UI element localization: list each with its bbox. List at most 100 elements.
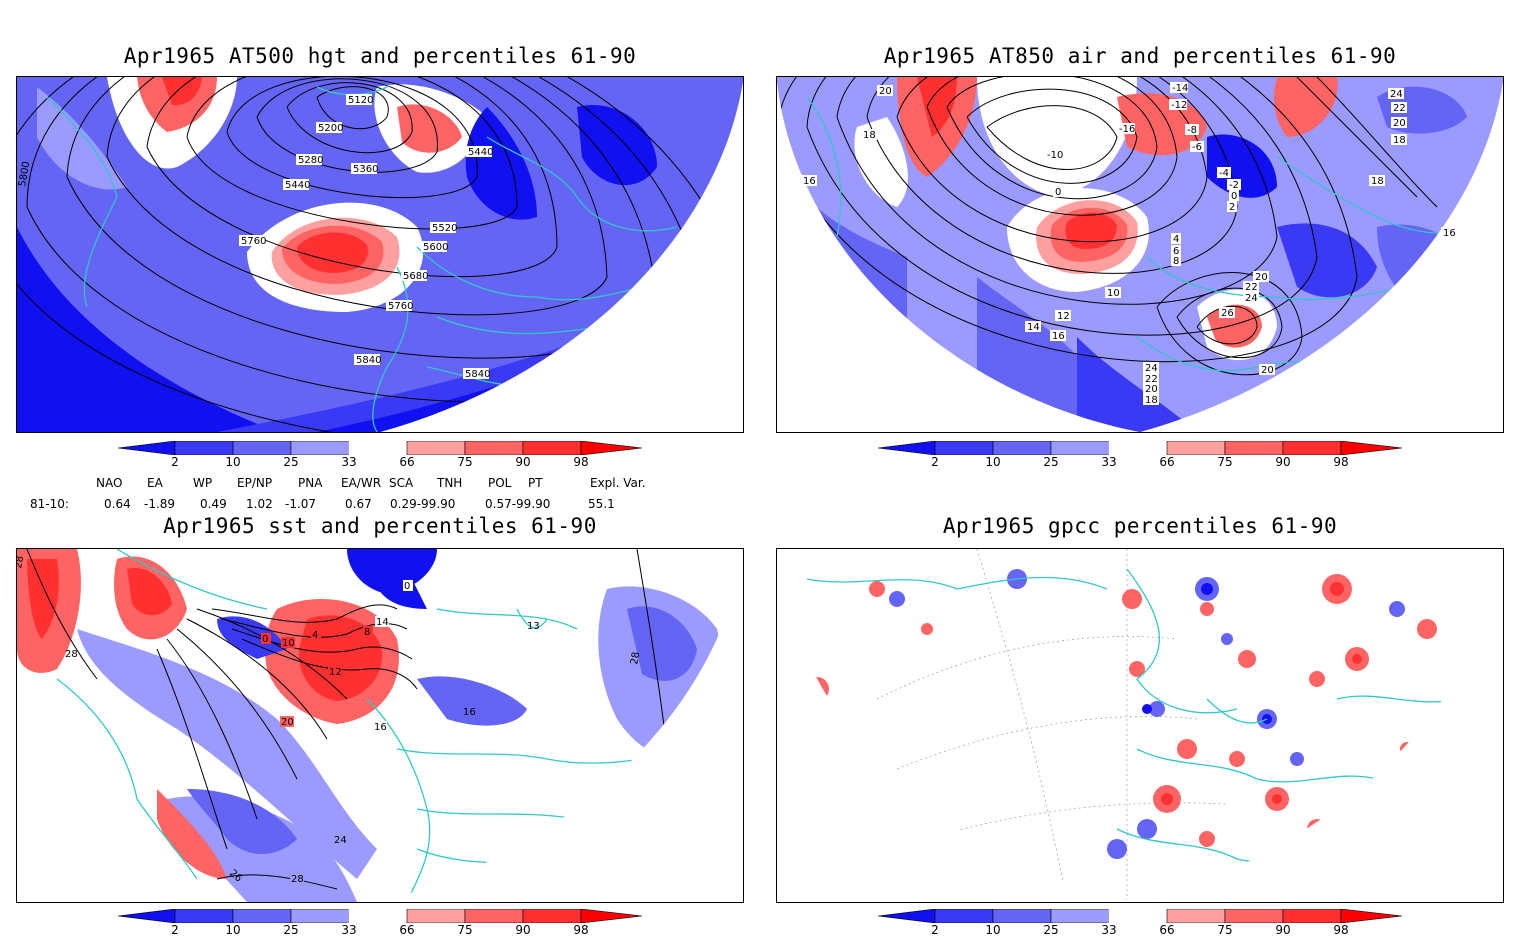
colorbar-label: 75 (457, 455, 473, 469)
colorbar-bottom-left: 2 10 25 33 66 75 90 98 (117, 908, 643, 942)
contour-label: 16 (1443, 228, 1456, 239)
contour-label: 10 (1107, 288, 1120, 299)
contour-label: 14 (376, 617, 389, 628)
contour-label: 5440 (468, 147, 493, 158)
contour-label: -6 (1192, 142, 1202, 153)
colorbar-label: 90 (515, 923, 531, 937)
contour-label: -2 (1229, 180, 1239, 191)
contour-label: 20 (1393, 118, 1406, 129)
contour-label: 28 (17, 555, 26, 569)
tele-header: EA (147, 476, 163, 490)
contour-label: 16 (1052, 331, 1065, 342)
contour-labels-at850: -14 -12 -8 -6 -10 -16 -4 -2 0 2 0 4 6 8 … (801, 82, 1457, 406)
contour-label: 5520 (432, 223, 457, 234)
tele-value: 0.29-99.90 (390, 497, 456, 511)
contour-label: 2 (1229, 202, 1235, 213)
colorbar-label: 33 (341, 923, 357, 937)
colorbar-top-left: 2 10 25 33 66 75 90 98 (117, 440, 643, 474)
contour-labels-at500: 5120 5200 5280 5360 5440 5440 5520 5600 … (17, 94, 493, 380)
contour-label: 22 (1145, 374, 1158, 385)
contour-label: 8 (1173, 256, 1179, 267)
colorbar-label: 66 (399, 455, 415, 469)
contour-label: 0 (404, 581, 410, 592)
contour-label: 16 (463, 707, 476, 718)
contour-label: -4 (1219, 168, 1229, 179)
panel-title-sst: Apr1965 sst and percentiles 61-90 (163, 514, 597, 538)
tele-value: 0.57-99.90 (485, 497, 551, 511)
contour-label: -8 (1187, 125, 1197, 136)
contour-label: 5760 (241, 236, 266, 247)
contour-label: 24 (1145, 363, 1158, 374)
colorbar-label: 98 (573, 455, 589, 469)
tele-header: PNA (298, 476, 323, 490)
colorbar-label: 2 (171, 923, 179, 937)
tele-value: 0.67 (345, 497, 372, 511)
tele-value: -1.07 (285, 497, 317, 511)
tele-header: WP (193, 476, 213, 490)
colorbar-label: 10 (225, 923, 241, 937)
contour-label: 18 (1371, 176, 1384, 187)
colorbar-label: 33 (341, 455, 357, 469)
contour-label: 16 (374, 722, 387, 733)
colorbar-top-right: 2 10 25 33 66 75 90 98 (877, 440, 1403, 474)
panel-title-gpcc: Apr1965 gpcc percentiles 61-90 (942, 514, 1338, 538)
colorbar-label: 25 (1043, 455, 1059, 469)
colorbar-label: 66 (1159, 923, 1175, 937)
contour-label: 5600 (423, 242, 448, 253)
contour-label: 5120 (348, 95, 373, 106)
colorbar-label: 25 (283, 923, 299, 937)
contour-label: 20 (1261, 365, 1274, 376)
colorbar-label: 2 (931, 923, 939, 937)
contour-label: 5280 (298, 155, 323, 166)
colorbar-label: 66 (1159, 455, 1175, 469)
tele-value: -1.89 (144, 497, 176, 511)
colorbar-label: 33 (1101, 455, 1117, 469)
contour-label: 16 (803, 176, 816, 187)
tele-row-label: 81-10: (30, 497, 69, 511)
contour-label: 28 (291, 874, 304, 885)
tele-header: PT (528, 476, 543, 490)
contour-label: 12 (329, 667, 342, 678)
tele-value: 0.64 (104, 497, 131, 511)
colorbar-label: 33 (1101, 923, 1117, 937)
contour-label: 10 (282, 638, 295, 649)
contour-label: 20 (1255, 272, 1268, 283)
contour-label: 5840 (465, 369, 490, 380)
colorbar-bottom-right: 2 10 25 33 66 75 90 98 (877, 908, 1403, 942)
tele-header: POL (488, 476, 512, 490)
contour-label: 18 (1393, 135, 1406, 146)
colorbar-label: 98 (573, 923, 589, 937)
colorbar-label: 25 (283, 455, 299, 469)
contour-label: -14 (1172, 83, 1188, 94)
contour-label: 5760 (388, 301, 413, 312)
colorbar-label: 90 (1275, 923, 1291, 937)
colorbar-label: 75 (1217, 923, 1233, 937)
contour-label: 0 (1231, 191, 1237, 202)
contour-label: 22 (1393, 103, 1406, 114)
contour-label: 12 (1057, 311, 1070, 322)
contour-labels-sst: 28 28 0 4 8 10 12 14 16 16 20 24 26 28 0… (17, 555, 642, 885)
colorbar-label: 10 (985, 455, 1001, 469)
colorbar-label: 66 (399, 923, 415, 937)
panel-title-at850: Apr1965 AT850 air and percentiles 61-90 (883, 44, 1397, 68)
contour-label: 22 (1245, 282, 1258, 293)
map-panel-sst: 28 28 0 4 8 10 12 14 16 16 20 24 26 28 0… (16, 548, 744, 903)
tele-value: 55.1 (588, 497, 615, 511)
contour-label: -10 (1047, 150, 1063, 161)
colorbar-label: 2 (931, 455, 939, 469)
contour-label: 20 (1145, 384, 1158, 395)
contour-label: 4 (1173, 234, 1179, 245)
contour-label: 5840 (356, 355, 381, 366)
map-panel-gpcc (776, 548, 1504, 903)
map-panel-at500: 5120 5200 5280 5360 5440 5440 5520 5600 … (16, 76, 744, 433)
colorbar-label: 98 (1333, 923, 1349, 937)
contour-label: 20 (879, 86, 892, 97)
contour-label: 5360 (353, 164, 378, 175)
contour-label: 28 (65, 649, 78, 660)
contour-label: 28 (629, 651, 642, 665)
colorbar-label: 10 (985, 923, 1001, 937)
colorbar-label: 90 (1275, 455, 1291, 469)
tele-header: Expl. Var. (590, 476, 646, 490)
contour-label: 18 (1145, 395, 1158, 406)
contour-label: 24 (1245, 293, 1258, 304)
